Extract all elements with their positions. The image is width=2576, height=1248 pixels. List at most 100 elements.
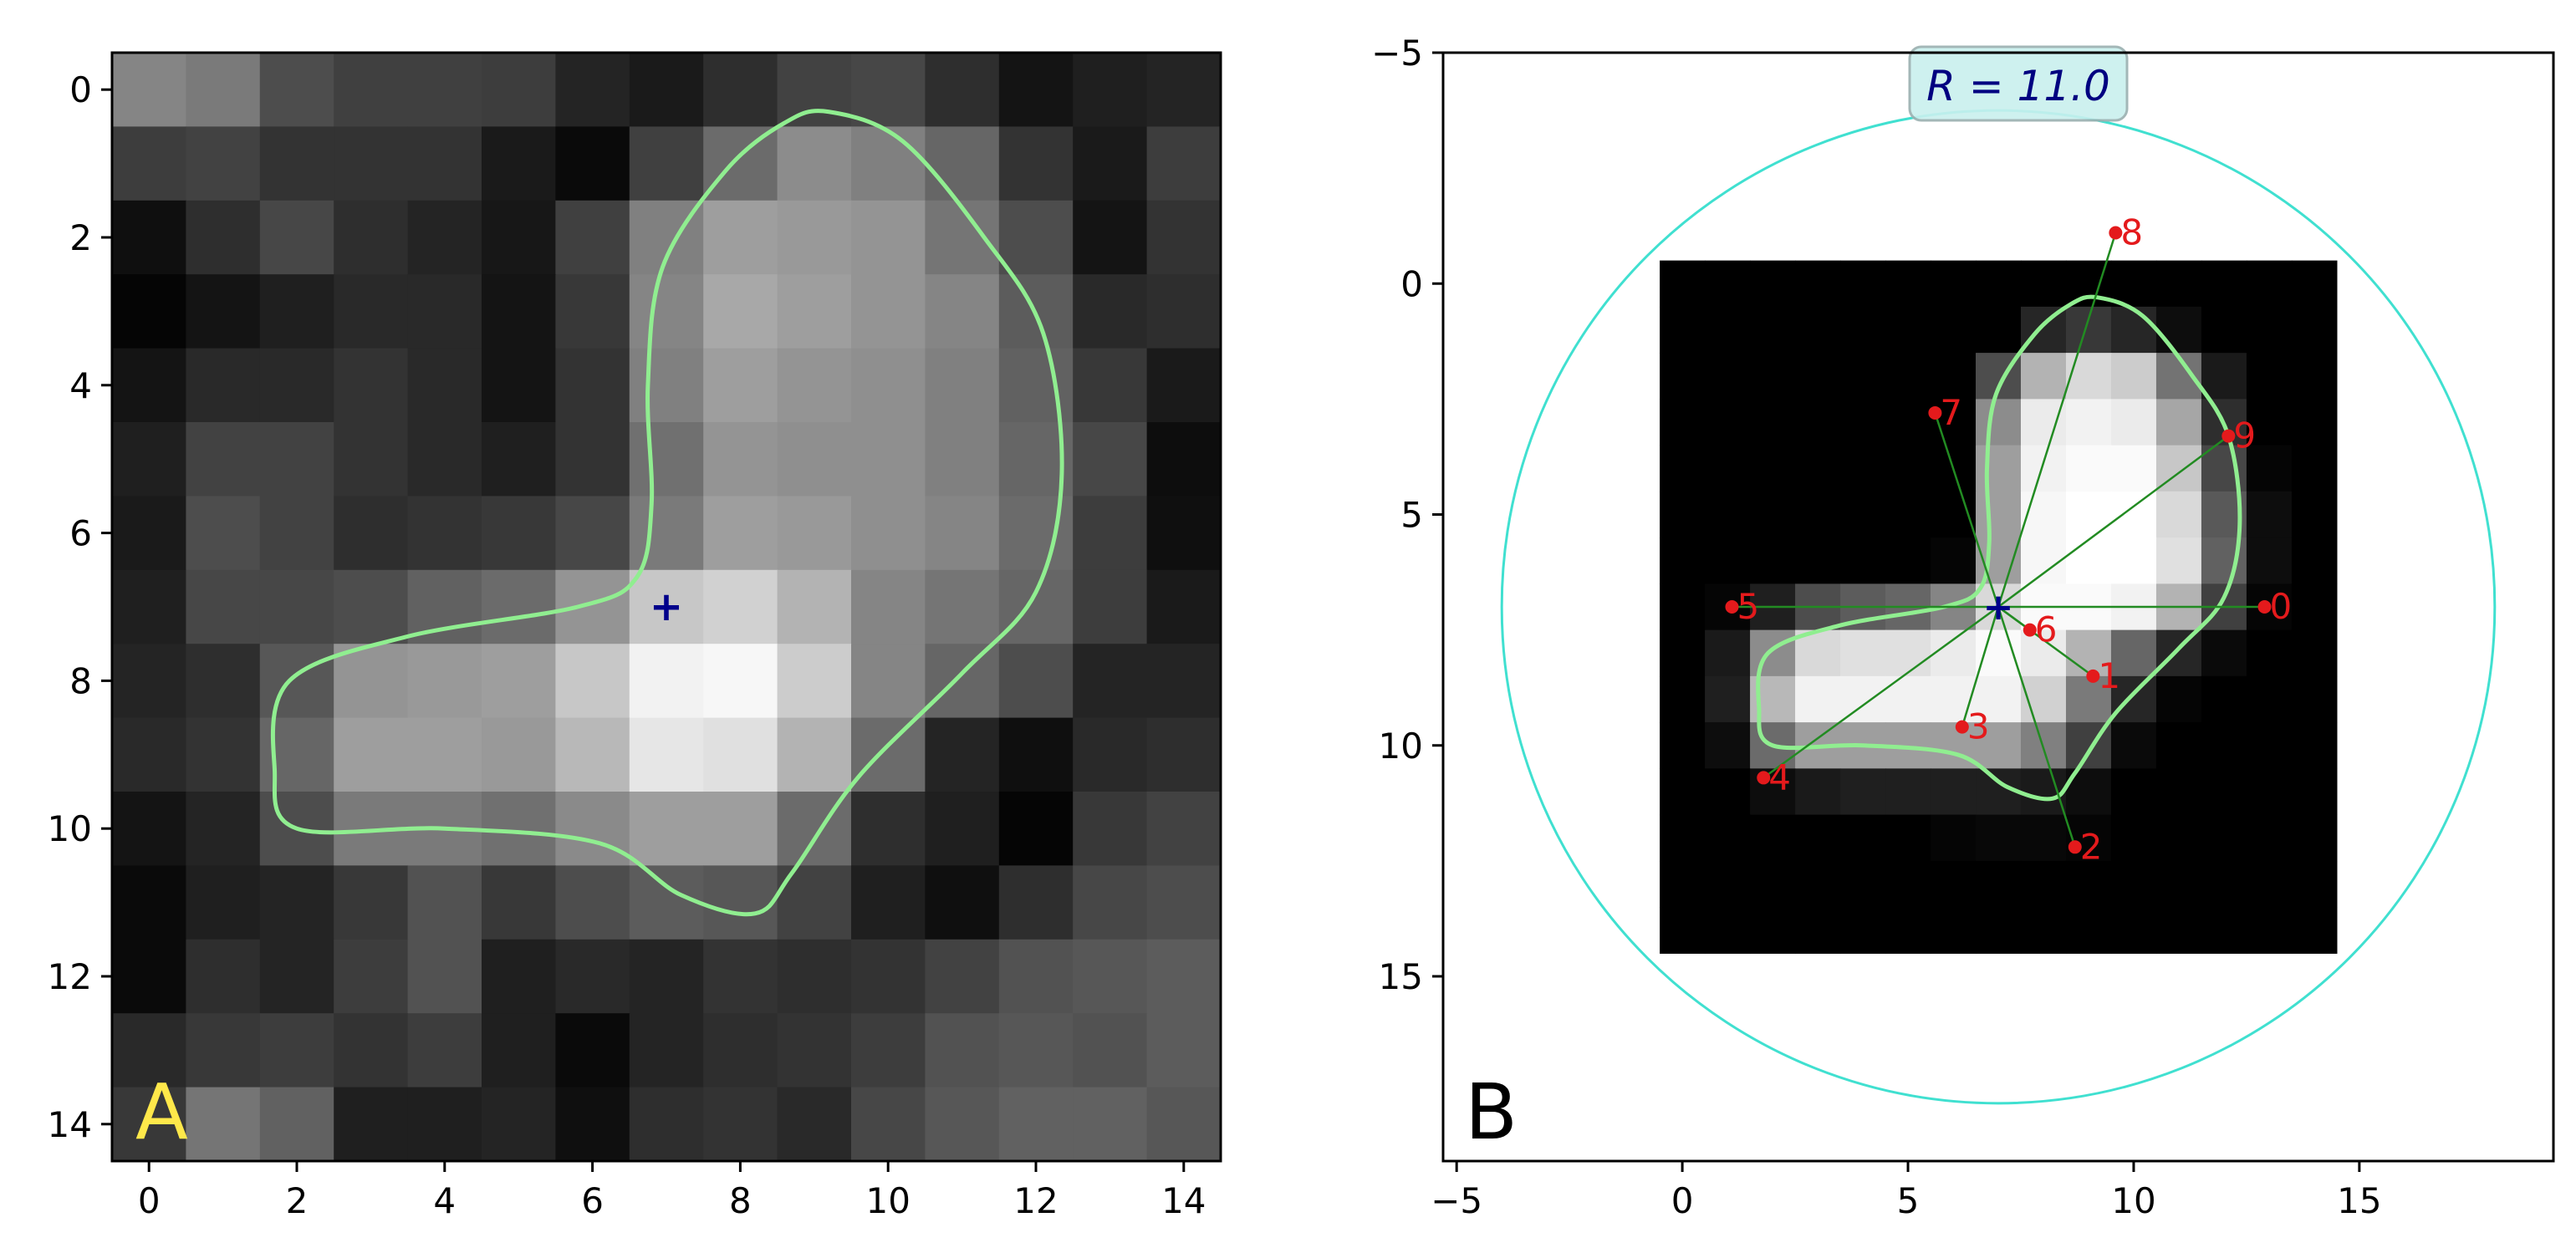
heatmap-cell (2246, 722, 2293, 769)
heatmap-cell (2291, 353, 2338, 400)
heatmap-cell (1795, 907, 1841, 954)
heatmap-cell (2246, 445, 2293, 492)
heatmap-cell (1840, 306, 1886, 354)
heatmap-cell (2246, 491, 2293, 538)
heatmap-cell (1840, 768, 1886, 816)
heatmap-cell (555, 644, 630, 719)
radius-label-box: R = 11.0 (1908, 45, 2129, 122)
heatmap-cell (2155, 537, 2202, 584)
heatmap-cell (186, 1087, 261, 1161)
plot-area-b: 0 1 2 3 4 5 6 7 8 9 + (1500, 109, 2497, 1105)
heatmap-cell (703, 792, 778, 866)
heatmap-cell (334, 126, 409, 201)
x-tick-label: 14 (1161, 1180, 1206, 1221)
heatmap-cell (851, 1013, 926, 1088)
x-tick-label: 2 (286, 1180, 309, 1221)
heatmap-cell (555, 792, 630, 866)
heatmap-cell (1840, 260, 1886, 308)
heatmap-cell (2110, 306, 2157, 354)
heatmap-cell (851, 792, 926, 866)
heatmap-cell (1976, 399, 2022, 446)
heatmap-cell (2110, 629, 2157, 677)
heatmap-cell (1660, 445, 1706, 492)
heatmap-cell (703, 274, 778, 349)
x-tick-label: 12 (1013, 1180, 1058, 1221)
heatmap-cell (1146, 200, 1221, 275)
heatmap-cell (2201, 353, 2247, 400)
heatmap-cell (2246, 260, 2293, 308)
heatmap-cell (2110, 491, 2157, 538)
heatmap-cell (2246, 768, 2293, 816)
heatmap-cell (555, 496, 630, 571)
heatmap-cell (1073, 200, 1148, 275)
heatmap-cell (1795, 399, 1841, 446)
heatmap-cell (407, 644, 482, 719)
heatmap-cell (703, 1087, 778, 1161)
heatmap-cell (407, 717, 482, 792)
heatmap-cell (2020, 860, 2067, 908)
heatmap-cell (2291, 907, 2338, 954)
heatmap-cell (407, 939, 482, 1014)
heatmap-cell (407, 496, 482, 571)
heatmap-cell (1795, 306, 1841, 354)
x-tick-label: 8 (729, 1180, 752, 1221)
contour-a (270, 109, 1064, 917)
heatmap-cell (259, 274, 334, 349)
heatmap-cell (1073, 865, 1148, 940)
heatmap-cell (1976, 860, 2022, 908)
heatmap-cell (1750, 814, 1796, 862)
x-tick-label: 0 (138, 1180, 161, 1221)
heatmap-cell (2201, 675, 2247, 723)
heatmap-cell (259, 53, 334, 127)
sample-point (1757, 771, 1771, 785)
heatmap-cell (2065, 491, 2112, 538)
heatmap-cell (777, 348, 852, 423)
heatmap-cell (2155, 768, 2202, 816)
heatmap-cell (1705, 860, 1751, 908)
heatmap-cell (1750, 260, 1796, 308)
heatmap-cell (2246, 537, 2293, 584)
heatmap-cell (851, 865, 926, 940)
point-label: 8 (2120, 211, 2143, 252)
heatmap-cell (555, 865, 630, 940)
heatmap-cell (925, 792, 1000, 866)
heatmap-cell (482, 939, 556, 1014)
heatmap-cell (186, 496, 261, 571)
heatmap-cell (925, 200, 1000, 275)
heatmap-cell (407, 53, 482, 127)
heatmap-cell (998, 53, 1074, 127)
heatmap-cell (259, 939, 334, 1014)
heatmap-cell (703, 644, 778, 719)
sample-point (2257, 600, 2272, 614)
heatmap-cell (851, 53, 926, 127)
heatmap-cell (186, 939, 261, 1014)
sample-point (1928, 405, 1942, 420)
panel-label-a: A (135, 1067, 188, 1157)
heatmap-cell (777, 569, 852, 644)
heatmap-cell (2201, 768, 2247, 816)
heatmap-cell (925, 1013, 1000, 1088)
heatmap-cell (703, 1013, 778, 1088)
heatmap-cell (407, 1013, 482, 1088)
heatmap-cell (2291, 583, 2338, 631)
heatmap-cell (629, 569, 704, 644)
heatmap-cell (555, 422, 630, 497)
heatmap-cell (1750, 907, 1796, 954)
heatmap-cell (407, 865, 482, 940)
heatmap-cell (777, 422, 852, 497)
heatmap-cell (482, 126, 556, 201)
heatmap-cell (334, 200, 409, 275)
heatmap-cell (1795, 445, 1841, 492)
heatmap-cell (334, 569, 409, 644)
heatmap-cell (112, 644, 186, 719)
heatmap-cell (851, 496, 926, 571)
spoke-line (1997, 435, 2230, 609)
axes-frame-a (110, 51, 1222, 1163)
heatmap-cell (2155, 675, 2202, 723)
heatmap-cell (1976, 907, 2022, 954)
heatmap-cell (112, 717, 186, 792)
heatmap-cell (629, 792, 704, 866)
heatmap-cell (998, 569, 1074, 644)
x-tick-label: 5 (1897, 1180, 1920, 1221)
heatmap-cell (112, 1087, 186, 1161)
